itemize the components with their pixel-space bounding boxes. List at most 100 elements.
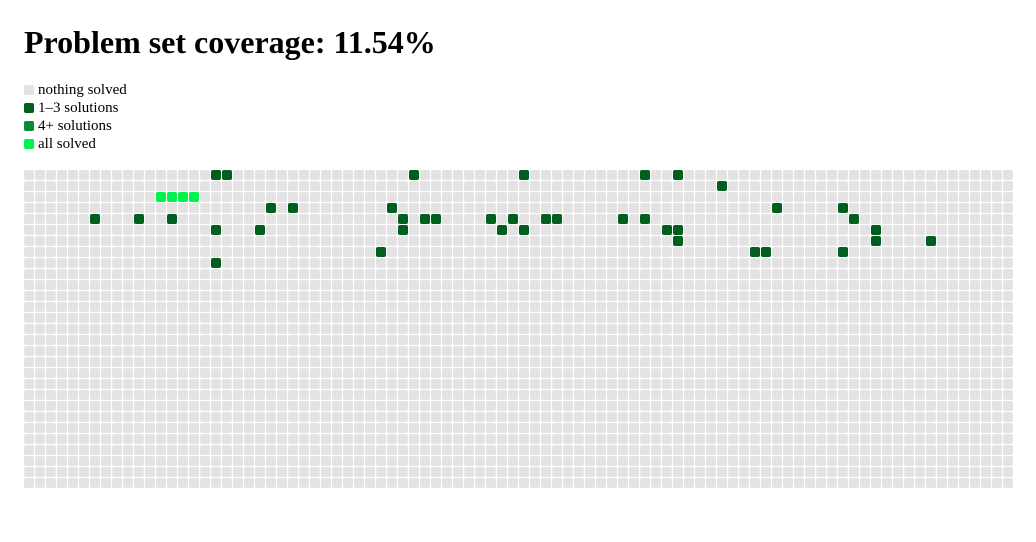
grid-cell: [24, 445, 34, 455]
grid-cell: [442, 225, 452, 235]
grid-cell: [464, 324, 474, 334]
grid-cell: [332, 456, 342, 466]
grid-cell: [409, 357, 419, 367]
grid-cell: [255, 346, 265, 356]
grid-cell: [46, 412, 56, 422]
grid-cell: [233, 445, 243, 455]
grid-cell: [288, 302, 298, 312]
grid-cell: [706, 313, 716, 323]
grid-cell: [255, 170, 265, 180]
grid-cell: [926, 313, 936, 323]
grid-cell: [365, 247, 375, 257]
grid-cell: [277, 357, 287, 367]
grid-cell: [684, 335, 694, 345]
grid-cell: [409, 302, 419, 312]
grid-cell: [871, 478, 881, 488]
grid-cell: [431, 368, 441, 378]
grid-cell: [101, 390, 111, 400]
grid-cell: [860, 434, 870, 444]
grid-cell: [519, 478, 529, 488]
grid-cell: [673, 390, 683, 400]
grid-cell: [453, 192, 463, 202]
grid-cell: [618, 313, 628, 323]
grid-cell: [552, 379, 562, 389]
grid-cell: [376, 170, 386, 180]
grid-cell: [970, 357, 980, 367]
grid-cell: [35, 236, 45, 246]
grid-cell: [112, 478, 122, 488]
grid-cell: [332, 280, 342, 290]
grid-cell: [948, 225, 958, 235]
grid-cell: [915, 214, 925, 224]
grid-cell: [299, 192, 309, 202]
grid-cell: [783, 203, 793, 213]
grid-cell: [354, 401, 364, 411]
grid-cell: [398, 357, 408, 367]
grid-cell: [354, 181, 364, 191]
grid-cell: [222, 478, 232, 488]
grid-cell: [145, 478, 155, 488]
grid-cell: [816, 258, 826, 268]
grid-cell: [90, 302, 100, 312]
grid-cell: [706, 467, 716, 477]
grid-cell: [739, 324, 749, 334]
grid-cell: [563, 302, 573, 312]
grid-cell: [717, 390, 727, 400]
grid-cell: [57, 423, 67, 433]
grid-cell: [453, 280, 463, 290]
grid-cell: [772, 269, 782, 279]
grid-cell: [189, 379, 199, 389]
grid-cell: [255, 181, 265, 191]
grid-cell: [1003, 379, 1013, 389]
grid-cell: [79, 236, 89, 246]
grid-cell: [266, 236, 276, 246]
grid-cell: [211, 313, 221, 323]
grid-cell: [464, 423, 474, 433]
grid-cell: [926, 478, 936, 488]
grid-cell: [79, 170, 89, 180]
grid-cell: [948, 467, 958, 477]
grid-cell: [783, 214, 793, 224]
grid-cell: [79, 225, 89, 235]
grid-cell: [981, 313, 991, 323]
grid-cell: [178, 291, 188, 301]
grid-cell: [145, 357, 155, 367]
grid-cell: [750, 467, 760, 477]
grid-cell: [838, 467, 848, 477]
grid-cell: [167, 456, 177, 466]
grid-cell: [673, 445, 683, 455]
grid-cell: [783, 192, 793, 202]
grid-cell: [332, 445, 342, 455]
grid-cell: [398, 379, 408, 389]
grid-cell: [893, 390, 903, 400]
grid-cell: [354, 203, 364, 213]
grid-cell: [816, 357, 826, 367]
grid-cell: [552, 456, 562, 466]
grid-cell: [255, 203, 265, 213]
grid-cell: [266, 423, 276, 433]
grid-cell: [849, 412, 859, 422]
grid-cell: [640, 335, 650, 345]
grid-cell: [739, 379, 749, 389]
grid-cell: [475, 434, 485, 444]
grid-cell: [310, 390, 320, 400]
grid-cell: [255, 379, 265, 389]
grid-cell: [816, 269, 826, 279]
grid-cell: [189, 368, 199, 378]
grid-cell: [145, 379, 155, 389]
grid-cell: [629, 357, 639, 367]
grid-cell: [299, 203, 309, 213]
grid-cell: [398, 258, 408, 268]
grid-cell: [442, 203, 452, 213]
grid-cell: [970, 379, 980, 389]
grid-cell: [431, 291, 441, 301]
grid-cell: [805, 412, 815, 422]
grid-cell: [1003, 203, 1013, 213]
grid-cell: [970, 170, 980, 180]
grid-cell: [101, 423, 111, 433]
grid-cell: [211, 225, 221, 235]
grid-cell: [123, 225, 133, 235]
grid-cell: [882, 324, 892, 334]
grid-cell: [750, 269, 760, 279]
grid-cell: [618, 412, 628, 422]
